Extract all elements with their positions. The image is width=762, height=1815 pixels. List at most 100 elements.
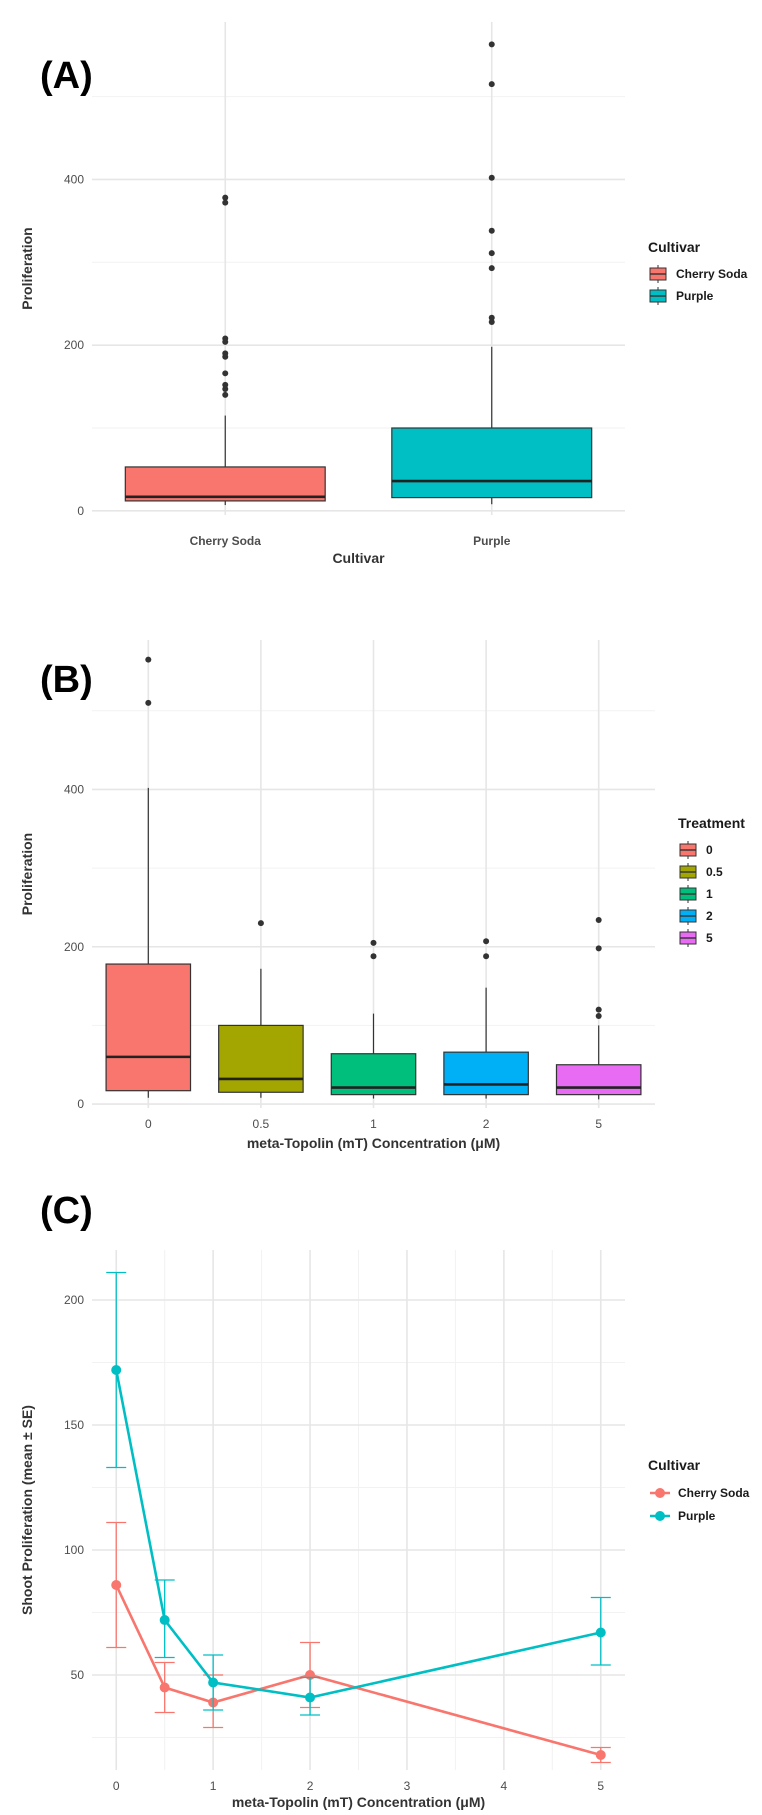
- outlier-point: [595, 1012, 602, 1019]
- box-body: [443, 1051, 529, 1096]
- y-tick-label: 150: [64, 1418, 84, 1432]
- x-tick-label: 2: [483, 1117, 490, 1131]
- panel-a: 0 200 400 Cherry Soda Purple Cultivar Prolifer…: [19, 22, 748, 566]
- y-tick-label: 0: [77, 504, 84, 518]
- outlier-point: [222, 386, 229, 393]
- y-axis-title: Proliferation: [19, 227, 35, 309]
- outlier-point: [488, 81, 495, 88]
- legend-title: Cultivar: [648, 239, 701, 255]
- outlier-point: [257, 920, 264, 927]
- y-tick-label: 400: [64, 782, 84, 796]
- panel-b: 0 200 400 0 0.5 1 2 5 meta-Topolin (mT) Concentr…: [19, 640, 745, 1151]
- legend-label: Purple: [676, 289, 714, 303]
- outlier-point: [222, 199, 229, 206]
- box-body: [218, 1024, 304, 1093]
- outlier-point: [483, 938, 490, 945]
- x-axis-title: meta-Topolin (mT) Concentration (μM): [232, 1794, 485, 1810]
- outlier-point: [145, 656, 152, 663]
- box-body: [124, 466, 326, 502]
- outlier-point: [488, 174, 495, 181]
- legend-label: Purple: [678, 1509, 716, 1523]
- data-point: [159, 1615, 170, 1625]
- y-tick-label: 0: [77, 1097, 84, 1111]
- legend-label: 0.5: [706, 865, 723, 879]
- outlier-point: [370, 953, 377, 960]
- y-tick-label: 200: [64, 940, 84, 954]
- x-tick-label: 0: [113, 1779, 120, 1793]
- x-tick-label: 0: [145, 1117, 152, 1131]
- y-axis-title: Shoot Proliferation (mean ± SE): [19, 1405, 35, 1615]
- legend-label: 1: [706, 887, 713, 901]
- data-point: [305, 1692, 316, 1703]
- x-tick-label: 3: [404, 1779, 411, 1793]
- legend: Cultivar Cherry Soda Purple: [648, 239, 748, 305]
- x-tick-label: 2: [307, 1779, 314, 1793]
- x-tick-label: Purple: [473, 534, 511, 548]
- y-tick-label: 200: [64, 1293, 84, 1307]
- x-tick-label: 5: [597, 1779, 604, 1793]
- legend-label: Cherry Soda: [676, 267, 748, 281]
- legend-label: 5: [706, 931, 713, 945]
- box-0: [105, 656, 192, 1098]
- outlier-point: [370, 939, 377, 946]
- box-1: [330, 939, 417, 1099]
- box-body: [555, 1064, 642, 1096]
- outlier-point: [488, 41, 495, 48]
- outlier-point: [145, 699, 152, 706]
- legend: Cultivar Cherry Soda Purple: [648, 1457, 750, 1523]
- x-axis-title: Cultivar: [332, 550, 385, 566]
- x-tick-label: 1: [210, 1779, 217, 1793]
- outlier-point: [488, 318, 495, 325]
- legend-key-point: [655, 1488, 665, 1498]
- panel-label: (C): [40, 1190, 93, 1232]
- box-cherry-soda: [124, 194, 326, 506]
- outlier-point: [222, 391, 229, 398]
- outlier-point: [222, 350, 229, 357]
- box-body: [105, 963, 192, 1092]
- outlier-point: [488, 227, 495, 234]
- box-2: [443, 938, 529, 1099]
- data-point: [208, 1677, 219, 1688]
- series-purple: [106, 1271, 611, 1716]
- outlier-point: [488, 265, 495, 272]
- data-point: [595, 1750, 606, 1760]
- x-tick-label: 5: [595, 1117, 602, 1131]
- legend-label: Cherry Soda: [678, 1486, 750, 1500]
- outlier-point: [595, 917, 602, 924]
- x-tick-label: 0.5: [253, 1117, 270, 1131]
- y-tick-label: 50: [71, 1668, 85, 1682]
- x-tick-label: Cherry Soda: [190, 534, 262, 548]
- legend-label: 0: [706, 843, 713, 857]
- outlier-point: [222, 335, 229, 342]
- legend: Treatment 0 0.5 1 2 5: [678, 815, 745, 947]
- box-5: [555, 917, 642, 1100]
- box-purple: [391, 41, 593, 505]
- outlier-point: [595, 1006, 602, 1013]
- y-tick-label: 200: [64, 338, 84, 352]
- outlier-point: [222, 194, 229, 201]
- outlier-point: [488, 250, 495, 257]
- y-tick-label: 400: [64, 172, 84, 186]
- legend-title: Cultivar: [648, 1457, 701, 1473]
- outlier-point: [595, 945, 602, 952]
- panel-label: (B): [40, 659, 93, 701]
- data-point: [111, 1365, 122, 1375]
- data-point: [159, 1682, 170, 1693]
- box-0-5: [218, 920, 304, 1098]
- panel-label: (A): [40, 55, 93, 97]
- outlier-point: [222, 370, 229, 377]
- data-point: [111, 1580, 122, 1590]
- legend-key-point: [655, 1511, 665, 1521]
- y-tick-label: 100: [64, 1543, 84, 1557]
- y-axis-title: Proliferation: [19, 833, 35, 915]
- x-tick-label: 1: [370, 1117, 377, 1131]
- legend-label: 2: [706, 909, 713, 923]
- data-point: [595, 1627, 606, 1638]
- panel-c: 50 100 150 200 0 1 2 3 4 5 meta-Topolin (mT) Conce…: [19, 1190, 750, 1810]
- box-body: [391, 427, 593, 499]
- legend-title: Treatment: [678, 815, 745, 831]
- x-tick-label: 4: [501, 1779, 508, 1793]
- x-axis-title: meta-Topolin (mT) Concentration (μM): [247, 1135, 500, 1151]
- outlier-point: [488, 314, 495, 321]
